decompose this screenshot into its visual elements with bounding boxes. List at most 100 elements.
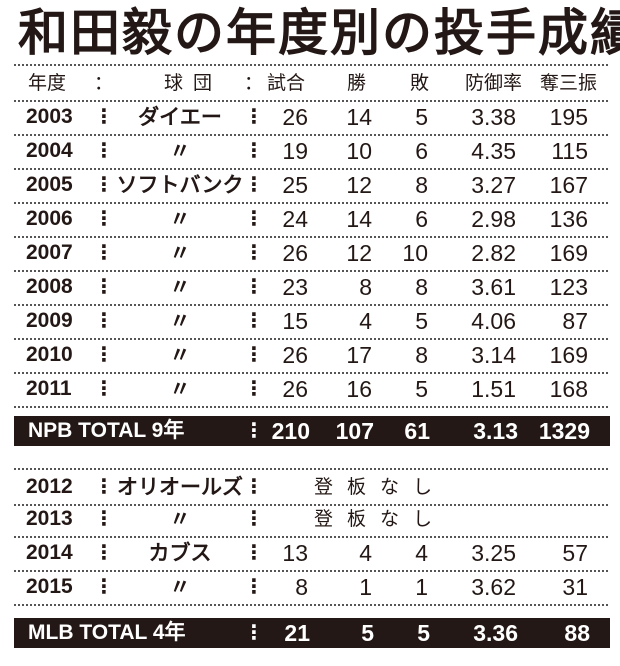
wins-cell: 14 bbox=[346, 206, 372, 232]
losses-cell: 4 bbox=[415, 540, 428, 566]
separator: ⋮ bbox=[94, 310, 114, 332]
team-cell: 〃 bbox=[169, 309, 191, 333]
separator: ⋮ bbox=[244, 576, 264, 598]
team-cell: オリオールズ bbox=[117, 475, 243, 499]
separator: ⋮ bbox=[94, 576, 114, 598]
npb-total-games: 210 bbox=[271, 418, 310, 444]
team-cell: ダイエー bbox=[138, 105, 222, 129]
games-cell: 24 bbox=[282, 206, 308, 232]
separator: ⋮ bbox=[244, 622, 264, 644]
header-losses: 敗 bbox=[410, 72, 430, 94]
team-cell: 〃 bbox=[169, 275, 191, 299]
table-row: 2003 ⋮ ダイエー ⋮ 26 14 5 3.38 195 bbox=[14, 100, 608, 136]
mlb-total-losses: 5 bbox=[417, 620, 430, 646]
separator: ⋮ bbox=[94, 476, 114, 498]
table-row: 2010 ⋮ 〃 ⋮ 26 17 8 3.14 169 bbox=[14, 338, 608, 374]
header-era: 防御率 bbox=[465, 72, 523, 94]
era-cell: 4.06 bbox=[471, 308, 516, 334]
team-cell: 〃 bbox=[169, 343, 191, 367]
year-cell: 2011 bbox=[26, 377, 72, 400]
team-cell: カブス bbox=[148, 541, 212, 565]
year-cell: 2013 bbox=[26, 507, 73, 530]
mlb-total-games: 21 bbox=[284, 620, 310, 646]
losses-cell: 5 bbox=[415, 376, 428, 402]
era-cell: 3.61 bbox=[471, 274, 516, 300]
npb-total-losses: 61 bbox=[404, 418, 430, 444]
table-row: 2005 ⋮ ソフトバンク ⋮ 25 12 8 3.27 167 bbox=[14, 168, 608, 204]
era-cell: 3.25 bbox=[471, 540, 516, 566]
mlb-total-wins: 5 bbox=[361, 620, 374, 646]
separator: ⋮ bbox=[244, 344, 264, 366]
separator: ⋮ bbox=[244, 378, 264, 400]
header-sep: ： bbox=[94, 72, 114, 94]
year-cell: 2005 bbox=[26, 173, 73, 196]
table-row: 2006 ⋮ 〃 ⋮ 24 14 6 2.98 136 bbox=[14, 202, 608, 238]
year-cell: 2003 bbox=[26, 105, 73, 128]
games-cell: 19 bbox=[282, 138, 308, 164]
separator: ⋮ bbox=[94, 542, 114, 564]
separator: ⋮ bbox=[244, 508, 264, 530]
games-cell: 26 bbox=[282, 240, 308, 266]
table-row: 2004 ⋮ 〃 ⋮ 19 10 6 4.35 115 bbox=[14, 134, 608, 170]
team-cell: 〃 bbox=[169, 575, 191, 599]
era-cell: 2.82 bbox=[471, 240, 516, 266]
games-cell: 15 bbox=[282, 308, 308, 334]
losses-cell: 8 bbox=[415, 172, 428, 198]
header-wins: 勝 bbox=[347, 72, 367, 94]
losses-cell: 8 bbox=[415, 274, 428, 300]
wins-cell: 16 bbox=[346, 376, 372, 402]
team-cell: ソフトバンク bbox=[116, 173, 244, 197]
separator: ⋮ bbox=[244, 140, 264, 162]
games-cell: 26 bbox=[282, 376, 308, 402]
npb-total-era: 3.13 bbox=[473, 418, 518, 444]
era-cell: 4.35 bbox=[471, 138, 516, 164]
page-title: 和田毅の年度別の投手成績 bbox=[18, 4, 620, 62]
wins-cell: 12 bbox=[346, 240, 372, 266]
table-header: 年度 ： 球団 ： 試合 勝 敗 防御率 奪三振 bbox=[14, 64, 608, 102]
year-cell: 2014 bbox=[26, 541, 73, 564]
strikeouts-cell: 31 bbox=[562, 574, 588, 600]
wins-cell: 4 bbox=[359, 308, 372, 334]
strikeouts-cell: 136 bbox=[549, 206, 588, 232]
era-cell: 3.38 bbox=[471, 104, 516, 130]
table-row: 2014 ⋮ カブス ⋮ 13 4 4 3.25 57 bbox=[14, 536, 608, 572]
separator: ⋮ bbox=[94, 276, 114, 298]
losses-cell: 8 bbox=[415, 342, 428, 368]
table-row: 2015 ⋮ 〃 ⋮ 8 1 1 3.62 31 bbox=[14, 570, 608, 606]
npb-total-wins: 107 bbox=[335, 418, 374, 444]
losses-cell: 5 bbox=[415, 308, 428, 334]
separator: ⋮ bbox=[244, 276, 264, 298]
team-cell: 〃 bbox=[169, 241, 191, 265]
era-cell: 2.98 bbox=[471, 206, 516, 232]
separator: ⋮ bbox=[244, 420, 264, 442]
era-cell: 3.14 bbox=[471, 342, 516, 368]
header-team: 球団 bbox=[164, 72, 223, 94]
era-cell: 3.62 bbox=[471, 574, 516, 600]
separator: ⋮ bbox=[94, 140, 114, 162]
header-sep: ： bbox=[244, 72, 264, 94]
separator: ⋮ bbox=[244, 106, 264, 128]
losses-cell: 6 bbox=[415, 138, 428, 164]
losses-cell: 10 bbox=[402, 240, 428, 266]
team-cell: 〃 bbox=[169, 507, 191, 531]
mlb-total-label: MLB TOTAL 4年 bbox=[28, 621, 186, 644]
npb-total-label: NPB TOTAL 9年 bbox=[28, 419, 185, 442]
separator: ⋮ bbox=[94, 378, 114, 400]
strikeouts-cell: 169 bbox=[549, 342, 588, 368]
strikeouts-cell: 57 bbox=[562, 540, 588, 566]
separator: ⋮ bbox=[244, 242, 264, 264]
games-cell: 25 bbox=[282, 172, 308, 198]
mlb-total-strikeouts: 88 bbox=[564, 620, 590, 646]
separator: ⋮ bbox=[244, 174, 264, 196]
no-appearance-note: 登板なし bbox=[314, 476, 447, 498]
header-year: 年度 bbox=[28, 72, 67, 94]
losses-cell: 6 bbox=[415, 206, 428, 232]
year-cell: 2006 bbox=[26, 207, 73, 230]
strikeouts-cell: 168 bbox=[549, 376, 588, 402]
table-row: 2012 ⋮ オリオールズ ⋮ 登板なし bbox=[14, 468, 608, 506]
year-cell: 2012 bbox=[26, 475, 73, 498]
year-cell: 2007 bbox=[26, 241, 73, 264]
header-strikeouts: 奪三振 bbox=[540, 72, 598, 94]
wins-cell: 1 bbox=[359, 574, 372, 600]
era-cell: 3.27 bbox=[471, 172, 516, 198]
